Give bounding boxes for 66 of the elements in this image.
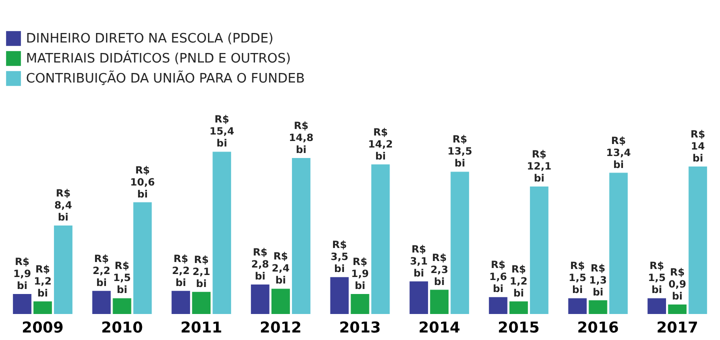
bar (92, 290, 111, 314)
bar (410, 281, 428, 314)
data-label: R$ 2,1 bi (192, 254, 210, 290)
data-label: R$ 14,8 bi (288, 121, 314, 156)
bar (688, 166, 708, 314)
bar (133, 202, 152, 314)
bar (588, 300, 608, 314)
bar (648, 298, 666, 314)
bar (12, 294, 32, 314)
bar (212, 152, 232, 314)
data-label: R$ 2,3 bi (430, 252, 448, 288)
bar (430, 290, 449, 314)
legend-label: DINHEIRO DIRETO NA ESCOLA (PDDE) (26, 32, 274, 46)
x-tick-label: 2017 (656, 318, 698, 336)
x-tick-label: 2011 (180, 318, 222, 336)
x-tick-label: 2013 (339, 318, 381, 336)
data-label: R$ 1,5 bi (648, 261, 666, 296)
data-label: R$ 2,2 bi (172, 254, 190, 289)
bar (292, 158, 310, 314)
data-label: R$ 12,1 bi (526, 149, 552, 184)
bar (450, 172, 470, 314)
data-label: R$ 2,4 bi (272, 252, 290, 287)
x-tick-label: 2014 (418, 318, 460, 336)
data-label: R$ 13,4 bi (606, 136, 631, 171)
data-label: R$ 1,5 bi (568, 261, 586, 296)
data-label: R$ 2,2 bi (92, 254, 110, 289)
bar (668, 304, 687, 314)
bar (330, 277, 349, 314)
data-label: R$ 1,6 bi (489, 260, 508, 296)
data-label: R$ 3,1 bi (410, 244, 428, 280)
bar (609, 172, 628, 314)
bar (33, 301, 52, 314)
legend-label: CONTRIBUIÇÃO DA UNIÃO PARA O FUNDEB (26, 70, 305, 86)
data-label: R$ 1,2 bi (510, 264, 528, 300)
x-tick-label: 2016 (577, 318, 619, 336)
data-label: R$ 8,4 bi (54, 188, 72, 224)
x-tick-label: 2012 (260, 318, 302, 336)
data-label: R$ 13,5 bi (448, 134, 472, 170)
bar (192, 292, 211, 314)
legend-label: MATERIAIS DIDÁTICOS (PNLD E OUTROS) (26, 50, 291, 66)
bar (568, 298, 587, 314)
bar (371, 164, 390, 314)
x-tick-label: 2010 (101, 318, 143, 336)
bar (54, 225, 72, 314)
data-label: R$ 1,2 bi (34, 264, 52, 300)
bar (530, 186, 548, 314)
bar (112, 298, 132, 314)
data-label: R$ 14,2 bi (368, 127, 393, 162)
data-label: R$ 15,4 bi (210, 114, 234, 150)
bar (250, 284, 270, 314)
bar (271, 288, 290, 314)
data-label: R$ 10,6 bi (130, 165, 155, 200)
data-label: R$ 14 bi (690, 129, 706, 164)
data-label: R$ 3,5 bi (330, 240, 348, 276)
x-tick-label: 2015 (498, 318, 540, 336)
data-label: R$ 1,5 bi (113, 261, 131, 296)
data-label: R$ 2,8 bi (251, 247, 270, 282)
x-tick-label: 2009 (22, 318, 64, 336)
bar (350, 294, 370, 314)
bar (488, 297, 508, 314)
bar (172, 290, 190, 314)
data-label: R$ 1,9 bi (351, 256, 369, 292)
data-label: R$ 1,3 bi (589, 263, 607, 298)
data-label: R$ 1,9 bi (13, 256, 32, 292)
bar (509, 301, 528, 314)
data-label: R$ 0,9 bi (668, 268, 686, 303)
